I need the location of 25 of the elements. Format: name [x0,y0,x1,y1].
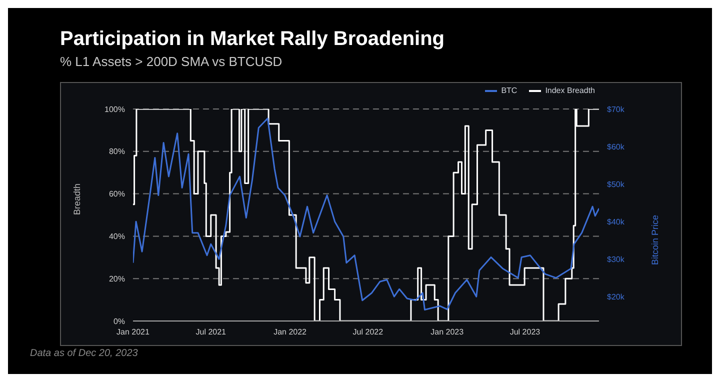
y2-tick-label: $30k [607,254,626,264]
y2-tick-label: $50k [607,180,626,189]
y-tick-label: 80% [108,147,125,156]
y2-axis-title: Bitcoin Price [650,215,660,266]
chart-title: Participation in Market Rally Broadening [60,28,445,51]
y-axis-title: Breadth [72,183,82,215]
x-tick-label: Jan 2023 [430,328,464,337]
y-tick-label: 20% [108,274,125,284]
x-tick-label: Jan 2021 [116,328,150,337]
y2-tick-label: $60k [607,142,626,152]
legend-label: BTC [501,86,518,95]
x-tick-label: Jul 2021 [196,328,227,337]
y-tick-label: 60% [108,190,125,199]
y-tick-label: 40% [108,232,125,242]
x-tick-label: Jan 2022 [274,328,308,337]
y2-tick-label: $20k [607,292,626,302]
text: Data as of Dec 20, 2023 [30,348,138,359]
y-tick-label: 0% [113,316,125,326]
chart-subtitle: % L1 Assets > 200D SMA vs BTCUSD [60,54,282,69]
y2-tick-label: $40k [607,217,626,226]
y-tick-label: 100% [104,104,125,114]
legend-label: Index Breadth [545,86,595,95]
x-tick-label: Jul 2022 [352,328,384,337]
y2-tick-label: $70k [607,104,626,114]
x-tick-label: Jul 2023 [510,328,541,337]
